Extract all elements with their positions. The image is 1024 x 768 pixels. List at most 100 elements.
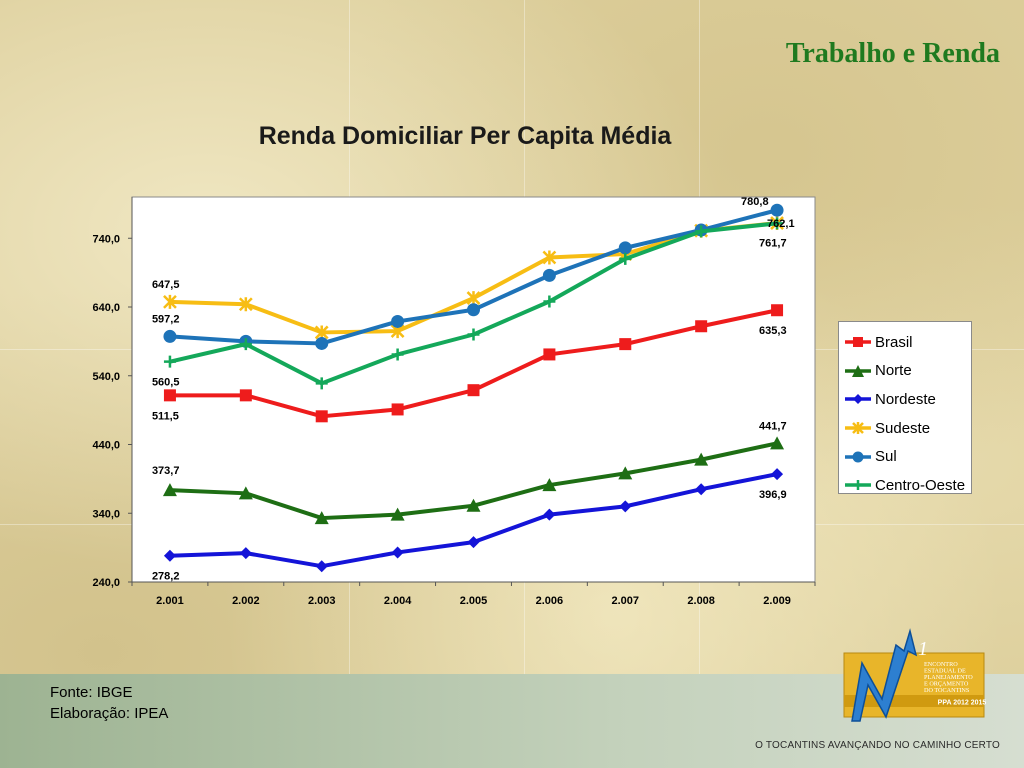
data-point-nordeste: [467, 536, 480, 549]
elaboration-text: Elaboração: IPEA: [50, 705, 169, 722]
data-label: 762,1: [767, 218, 795, 230]
legend-label: Brasil: [875, 333, 913, 351]
line-chart: 240,0 340,0 440,0 540,0 640,0 740,0 2.001 2.002…: [92, 196, 816, 607]
legend-item-centro-oeste: Centro-Oeste: [839, 471, 971, 500]
data-point-brasil: [391, 403, 404, 416]
data-point-nordeste: [239, 547, 252, 560]
chart-title: Renda Domiciliar Per Capita Média: [258, 122, 672, 150]
x-tick-label: 2.002: [232, 595, 260, 607]
data-point-sul: [770, 203, 784, 217]
data-point-norte: [618, 466, 633, 480]
data-label: 441,7: [759, 420, 787, 432]
data-point-nordeste: [315, 560, 328, 573]
data-point-brasil: [619, 338, 632, 351]
x-tick-label: 2.007: [612, 595, 640, 607]
legend-swatch-brasil: [845, 337, 871, 348]
chart-legend: Brasil Norte Nordeste Sudeste Sul Centro-Oest…: [838, 321, 972, 494]
x-tick-label: 2.004: [384, 595, 412, 607]
x-tick-label: 2.001: [156, 595, 184, 607]
data-label: 597,2: [152, 313, 180, 325]
data-point-brasil: [771, 304, 784, 317]
x-tick-label: 2.009: [763, 595, 791, 607]
data-point-centro-oeste: [771, 217, 784, 230]
legend-swatch-sul: [845, 451, 871, 463]
logo-ordinal: 1: [918, 638, 928, 660]
data-point-centro-oeste: [619, 252, 632, 265]
data-point-norte: [694, 452, 709, 466]
data-label: 373,7: [152, 465, 180, 477]
arrow-n-icon: [851, 628, 918, 722]
data-point-norte: [162, 483, 177, 497]
data-point-nordeste: [163, 549, 176, 562]
data-point-centro-oeste: [315, 377, 328, 390]
slide-title: Trabalho e Renda: [785, 38, 1000, 69]
data-point-norte: [770, 436, 785, 450]
data-point-brasil: [315, 410, 328, 423]
legend-label: Norte: [875, 362, 912, 380]
data-point-sul: [542, 268, 556, 282]
data-point-brasil: [543, 348, 556, 361]
data-point-sul: [391, 314, 405, 328]
data-point-centro-oeste: [467, 328, 480, 341]
data-label: 780,8: [741, 196, 769, 208]
legend-item-sul: Sul: [839, 442, 971, 471]
y-tick-label: 540,0: [92, 371, 120, 383]
data-point-norte: [390, 507, 405, 521]
legend-item-sudeste: Sudeste: [839, 414, 971, 443]
logo-banner-text: PPA 2012 2015: [938, 700, 987, 707]
data-label: 560,5: [152, 377, 180, 389]
x-tick-label: 2.008: [687, 595, 715, 607]
data-point-sudeste: [542, 250, 557, 265]
legend-label: Nordeste: [875, 390, 936, 408]
data-label: 647,5: [152, 279, 180, 291]
data-point-sudeste: [163, 294, 177, 309]
data-point-nordeste: [391, 546, 404, 559]
data-label: 635,3: [759, 325, 787, 337]
data-point-brasil: [163, 389, 176, 402]
legend-swatch-norte: [845, 364, 871, 377]
y-tick-label: 340,0: [92, 508, 120, 520]
data-point-nordeste: [771, 468, 784, 481]
y-tick-label: 240,0: [92, 577, 120, 589]
data-label: 396,9: [759, 489, 787, 501]
x-tick-label: 2.006: [536, 595, 564, 607]
data-label: 278,2: [152, 571, 180, 583]
legend-item-nordeste: Nordeste: [839, 385, 971, 414]
data-point-sul: [467, 303, 480, 317]
data-point-norte: [466, 498, 481, 512]
data-point-norte: [542, 478, 557, 492]
data-point-nordeste: [543, 508, 556, 521]
data-point-sudeste: [466, 291, 481, 306]
data-point-brasil: [695, 320, 708, 333]
legend-swatch-sudeste: [845, 422, 871, 435]
data-point-brasil: [239, 389, 252, 402]
legend-label: Sudeste: [875, 419, 931, 437]
legend-item-norte: Norte: [839, 357, 971, 386]
logo-text-line: PLANEJAMENTO: [924, 674, 973, 681]
data-point-centro-oeste: [163, 355, 176, 368]
y-tick-label: 640,0: [92, 302, 120, 314]
y-tick-label: 440,0: [92, 440, 120, 452]
data-point-norte: [314, 511, 329, 525]
x-tick-label: 2.005: [460, 595, 488, 607]
legend-label: Sul: [875, 448, 897, 466]
data-point-sudeste: [238, 297, 253, 312]
legend-label: Centro-Oeste: [875, 476, 966, 494]
source-text: Fonte: IBGE: [50, 684, 133, 701]
data-point-centro-oeste: [695, 225, 708, 238]
logo-text-line: ESTADUAL DE: [924, 668, 966, 675]
logo-text-line: E ORÇAMENTO: [924, 681, 969, 688]
data-label: 761,7: [759, 237, 787, 249]
data-point-sul: [618, 241, 632, 255]
legend-swatch-nordeste: [845, 394, 871, 405]
data-point-brasil: [467, 384, 480, 397]
data-point-nordeste: [619, 500, 632, 513]
data-point-sul: [163, 329, 177, 343]
slogan-text: O TOCANTINS AVANÇANDO NO CAMINHO CERTO: [755, 740, 1000, 751]
legend-swatch-centro-oeste: [845, 480, 871, 491]
x-tick-label: 2.003: [308, 595, 336, 607]
data-point-norte: [238, 486, 253, 500]
y-tick-label: 740,0: [92, 233, 120, 245]
